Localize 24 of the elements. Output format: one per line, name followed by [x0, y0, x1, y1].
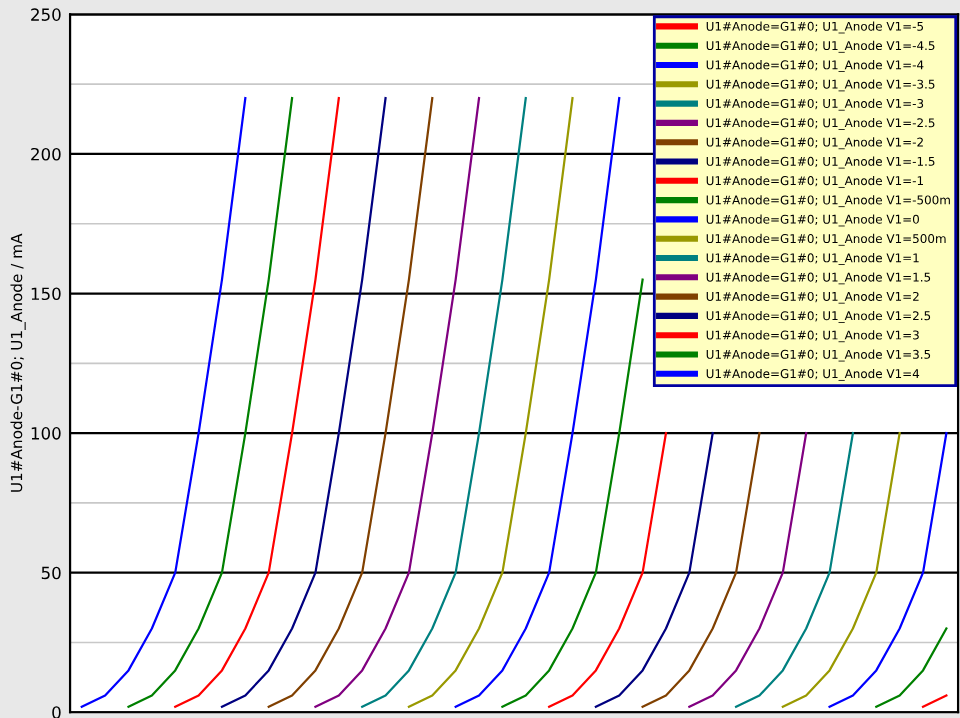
y-tick-label: 50 — [41, 566, 61, 580]
line-series — [314, 97, 481, 708]
y-tick-label: 100 — [31, 427, 61, 440]
y-tick-label: 150 — [31, 287, 61, 301]
line-series — [641, 431, 761, 708]
y-tick-label: 0 — [52, 706, 61, 718]
line-series — [548, 431, 668, 708]
line-series — [734, 431, 855, 708]
line-series — [127, 97, 294, 708]
line-series — [454, 97, 621, 708]
line-series — [828, 431, 948, 708]
line-series — [594, 431, 714, 708]
y-tick-label: 250 — [31, 8, 61, 21]
line-series — [407, 97, 574, 708]
line-series — [501, 278, 644, 708]
line-series — [781, 431, 901, 708]
line-series — [875, 627, 948, 708]
y-tick-label: 200 — [31, 147, 61, 161]
line-series — [688, 431, 808, 708]
line-series — [80, 97, 247, 708]
line-series — [267, 97, 434, 708]
line-series — [174, 97, 340, 708]
line-series — [220, 97, 387, 708]
line-series — [361, 97, 527, 708]
